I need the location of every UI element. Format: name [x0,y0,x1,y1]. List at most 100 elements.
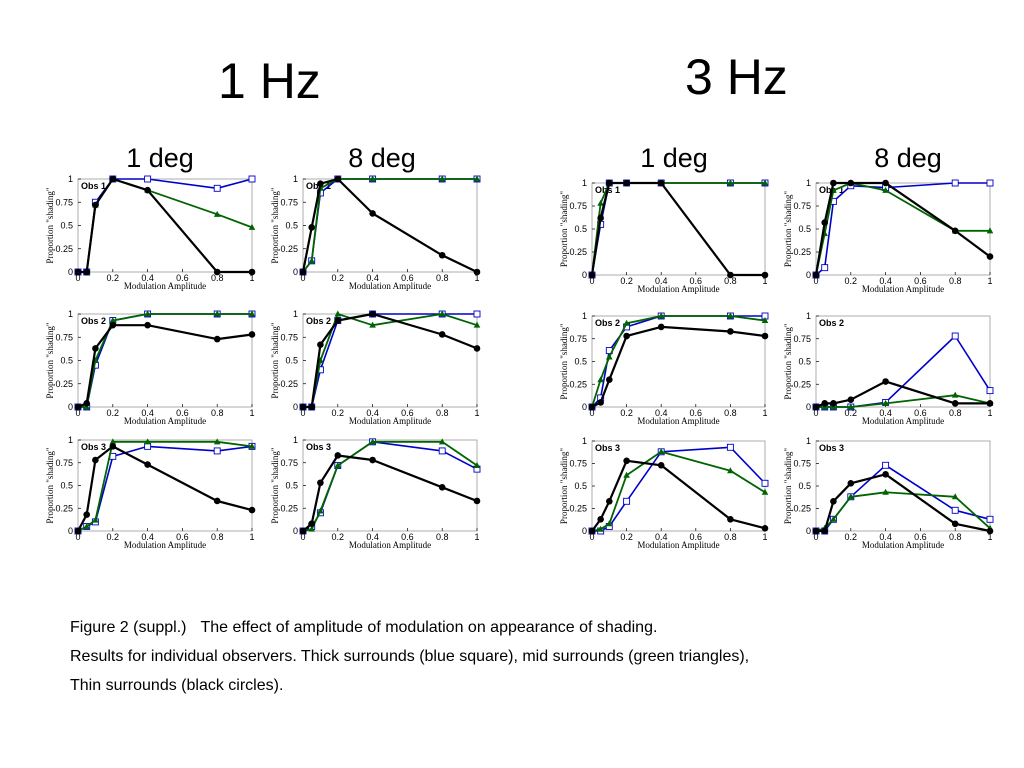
chart-panel-1hz-1deg-obs2: 0 0.25 0.5 0.75 1 0 0.2 0.4 0.6 0.8 1 Modulation Am… [45,309,256,426]
y-axis-label: Proportion "shading" [559,448,569,524]
data-point-circle [369,310,376,318]
data-point-circle [657,179,665,187]
data-point-circle [623,332,630,340]
y-tick-label: 0 [806,402,811,412]
x-tick-label: 1 [762,408,767,418]
series-line [302,178,477,273]
data-point-circle [308,224,316,231]
series-line [591,182,765,276]
series-line [302,178,477,273]
data-point-triangle [334,310,342,317]
series-square [299,438,481,535]
data-point-square [986,179,994,187]
data-point-circle [812,271,820,279]
y-tick-label: 0.75 [280,197,298,207]
y-tick-label: 0 [582,402,587,412]
y-tick-label: 1 [582,311,587,321]
series-line [590,181,765,277]
x-tick-label: 0.4 [879,532,892,542]
data-point-triangle [308,525,315,532]
data-point-circle [334,317,342,324]
x-tick-label: 0 [813,276,818,286]
data-point-triangle [473,461,481,468]
data-point-circle [951,227,959,235]
chart-panel-3hz-8deg-obs3: 0 0.25 0.5 0.75 1 0 0.2 0.4 0.6 0.8 1 Modulation Am… [783,436,994,550]
x-tick-label: 0.8 [436,408,449,418]
data-point-circle [213,497,221,505]
data-point-circle [213,335,221,343]
series-circle [812,378,994,411]
y-tick-label: 0.75 [569,334,587,344]
series-line [591,315,765,408]
y-tick-label: 1 [806,311,811,321]
data-point-circle [92,345,99,352]
data-point-triangle [727,179,734,186]
data-point-triangle [847,403,855,410]
y-tick-label: 0.25 [569,504,587,514]
y-axis-label: Proportion "shading" [45,187,55,263]
y-tick-label: 0.25 [569,247,587,257]
y-tick-label: 0.5 [798,357,811,367]
y-axis-label: Proportion "shading" [783,448,793,524]
x-tick-label: 0 [589,408,594,418]
x-tick-label: 1 [474,532,479,542]
series-circle [588,323,769,411]
y-tick-label: 0 [293,267,298,277]
chart-grid: 0 0.25 0.5 0.75 1 0 0.2 0.4 0.6 0.8 1 Modulation Am… [45,174,994,550]
data-point-circle [812,527,820,535]
data-point-circle [761,271,769,279]
data-point-circle [830,179,837,187]
y-tick-label: 0 [293,526,298,536]
x-axis-label: Modulation Amplitude [862,284,944,294]
data-point-triangle [657,312,665,319]
data-point-circle [299,268,307,276]
y-tick-label: 1 [806,436,811,446]
chart-panel-1hz-1deg-obs1: 0 0.25 0.5 0.75 1 0 0.2 0.4 0.6 0.8 1 Modulation Am… [45,174,256,291]
y-tick-label: 0.5 [60,221,73,231]
data-point-circle [986,400,994,407]
x-axis-label: Modulation Amplitude [862,416,944,426]
panel-title: Obs 2 [819,318,844,328]
data-point-triangle [951,391,959,398]
x-tick-label: 0.4 [879,276,892,286]
data-point-triangle [213,438,221,445]
data-point-circle [213,268,221,276]
data-point-circle [597,399,604,406]
y-tick-label: 0.25 [55,503,73,513]
data-point-triangle [369,438,376,445]
data-point-circle [317,180,324,187]
series-circle [299,175,481,276]
x-tick-label: 0.2 [332,532,345,542]
data-point-triangle [92,516,99,523]
series-line [77,445,253,532]
panel-title: Obs 3 [81,442,106,452]
x-tick-label: 0.8 [436,532,449,542]
series-line [591,315,766,408]
x-tick-label: 1 [987,532,992,542]
y-tick-label: 1 [68,309,73,319]
data-point-triangle [761,488,769,495]
data-point-triangle [334,461,342,468]
series-line [815,182,990,276]
y-tick-label: 0.5 [798,481,811,491]
y-tick-label: 0.5 [285,221,298,231]
x-tick-label: 0.6 [690,532,703,542]
y-tick-label: 1 [68,435,73,445]
plot-frame [591,182,766,276]
y-tick-label: 0.25 [280,379,298,389]
data-point-circle [812,403,820,411]
column-title-1hz-8deg: 8 deg [348,143,416,173]
y-tick-label: 0 [806,526,811,536]
x-tick-label: 0 [589,276,594,286]
y-tick-label: 0.75 [55,197,73,207]
data-point-circle [821,219,828,226]
panel-title: Obs 3 [819,443,844,453]
x-tick-label: 1 [762,532,767,542]
x-tick-label: 0.2 [845,408,858,418]
series-circle [588,179,769,279]
data-point-triangle [248,310,256,317]
data-point-square [821,264,829,272]
x-tick-label: 0.2 [107,532,120,542]
series-line [815,182,990,276]
series-circle [588,457,769,535]
